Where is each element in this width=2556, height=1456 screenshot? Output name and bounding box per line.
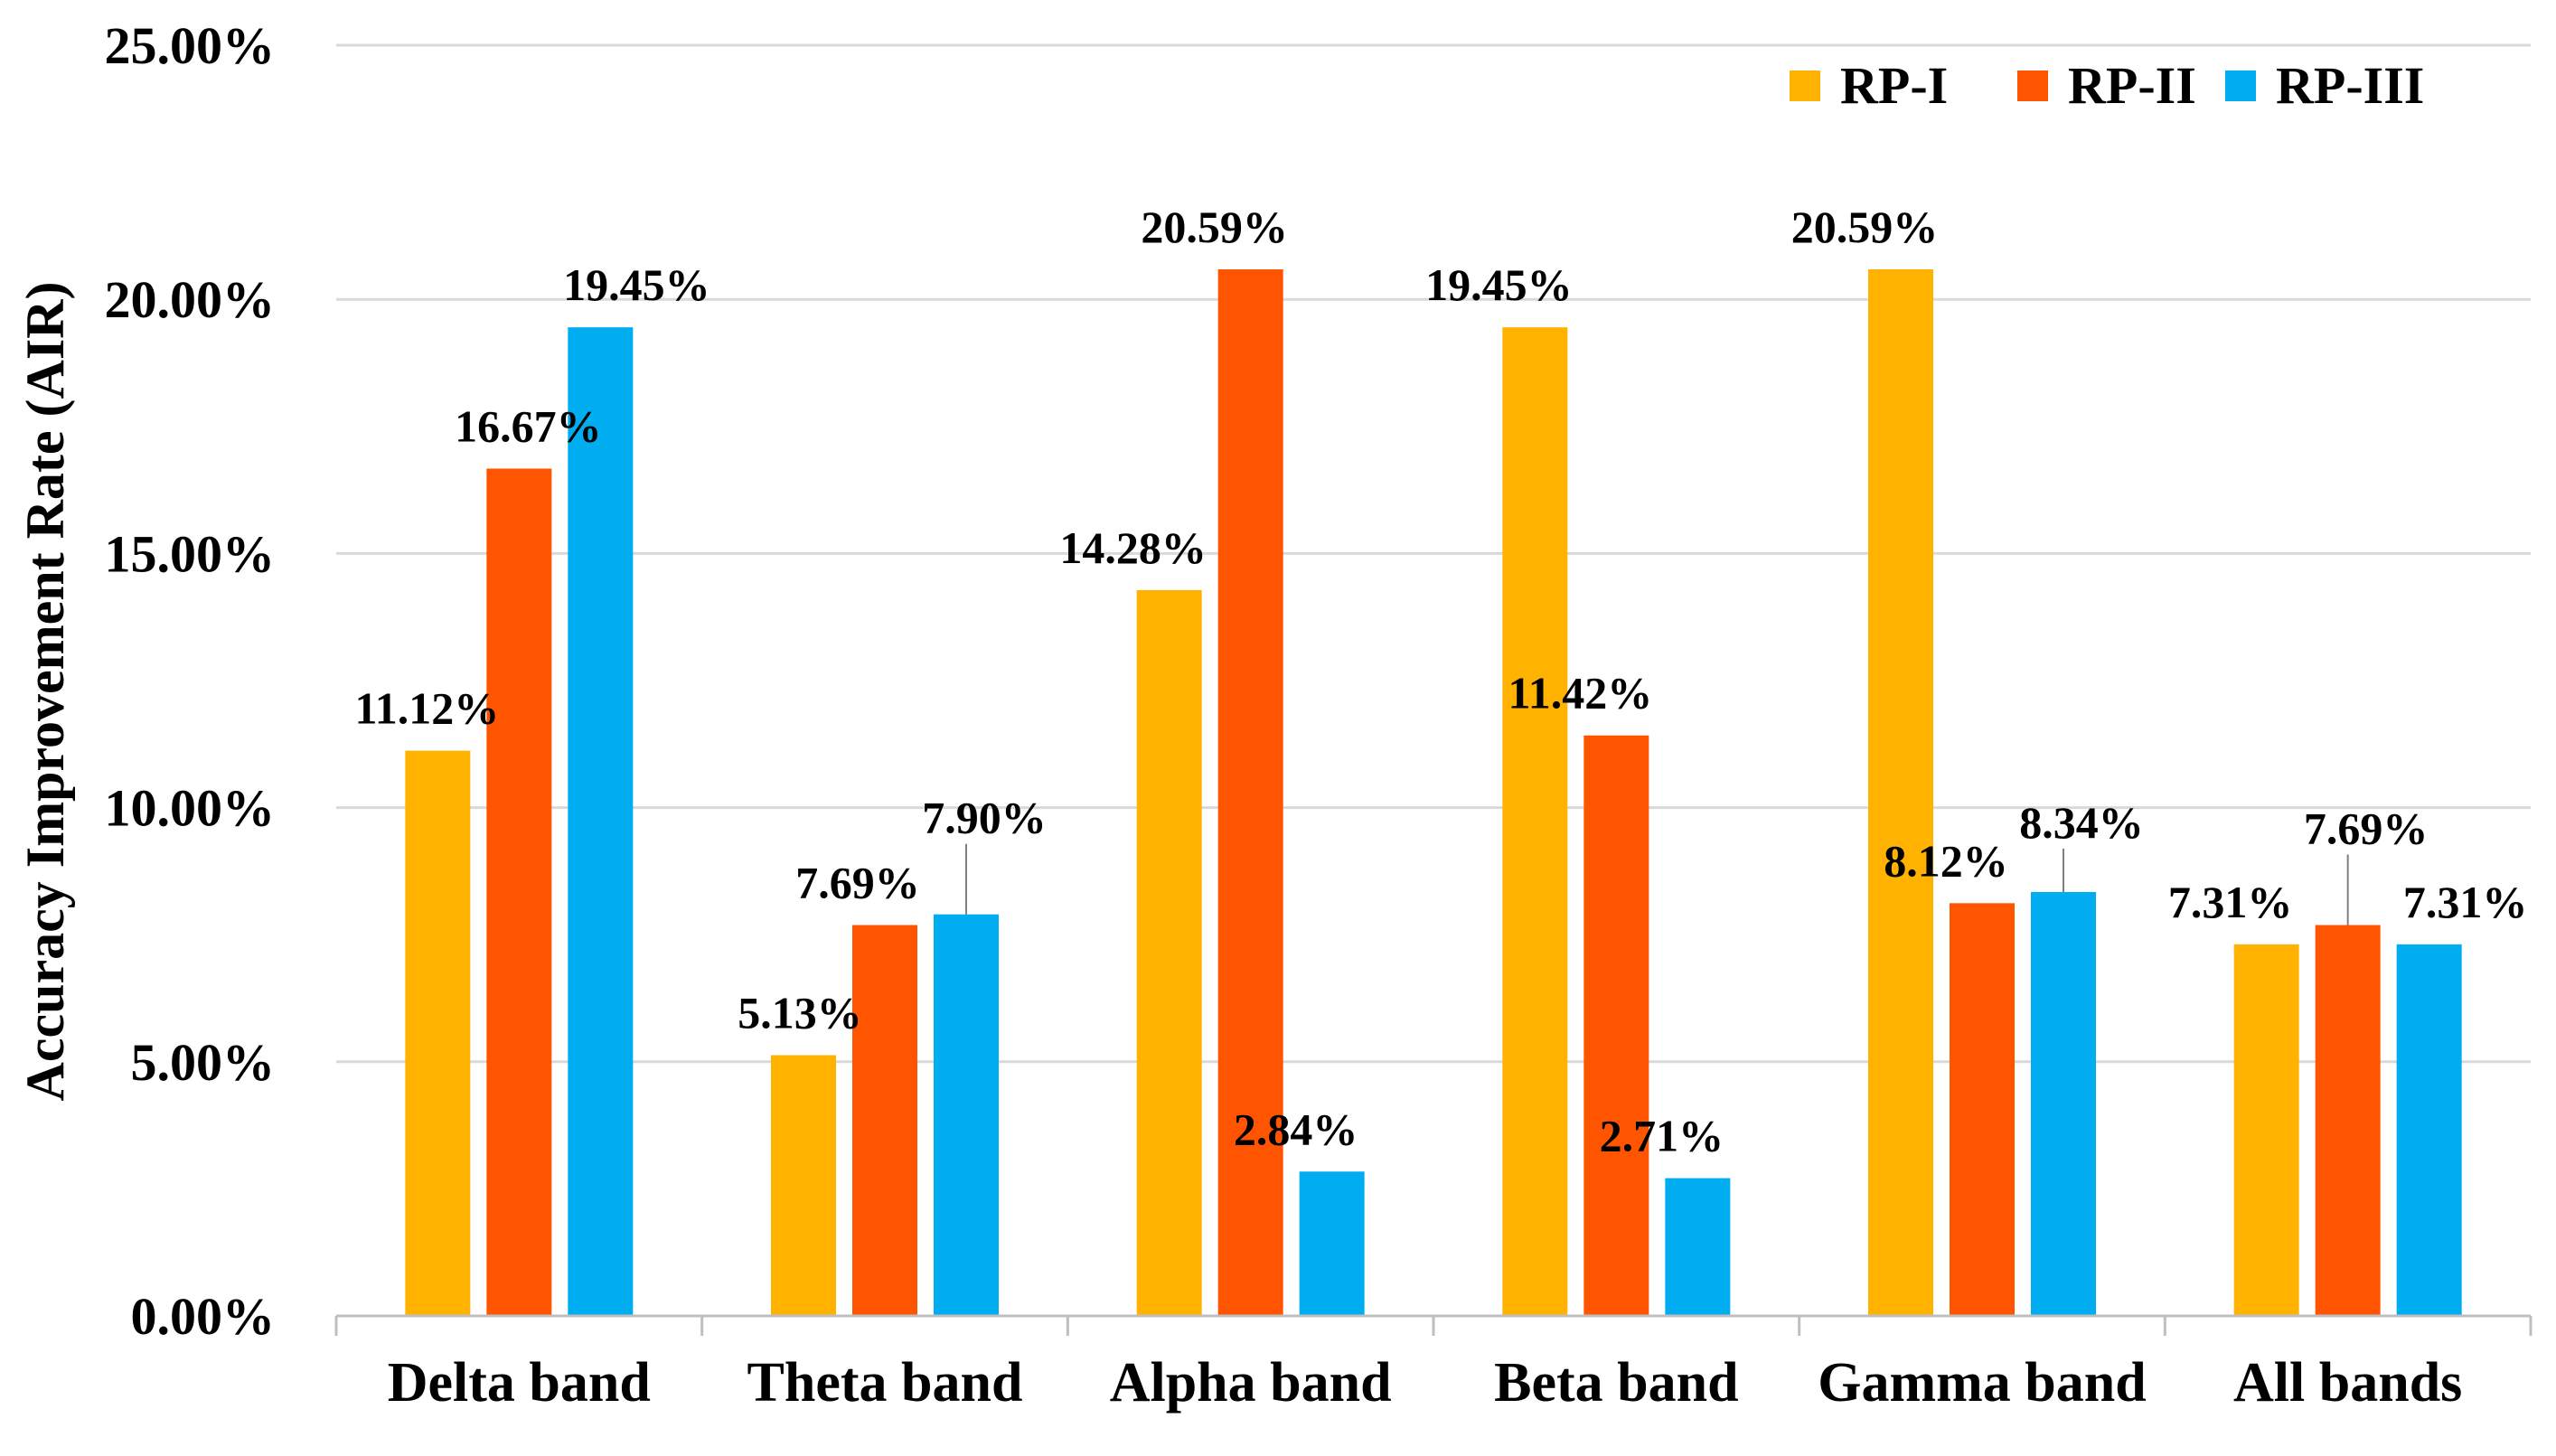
x-tick-label: Alpha band bbox=[1110, 1352, 1392, 1414]
data-label: 20.59% bbox=[1141, 202, 1288, 252]
y-tick-label: 20.00% bbox=[105, 270, 276, 329]
bar-rp-i-delta-band bbox=[405, 750, 471, 1316]
y-tick-label: 0.00% bbox=[131, 1287, 276, 1346]
data-label: 19.45% bbox=[1425, 259, 1573, 310]
bars-layer bbox=[405, 269, 2462, 1317]
y-axis-title: Accuracy Improvement Rate (AIR) bbox=[15, 282, 75, 1102]
data-label: 2.71% bbox=[1600, 1111, 1724, 1161]
axis-layer: 0.00% 5.00% 10.00% 15.00% 20.00% 25.00% Delta … bbox=[15, 16, 2533, 1414]
data-label: 14.28% bbox=[1059, 522, 1207, 573]
data-label: 7.31% bbox=[2168, 877, 2293, 927]
bar-rp-iii-all-bands bbox=[2396, 944, 2462, 1316]
y-tick-label: 15.00% bbox=[105, 524, 276, 583]
bar-rp-ii-alpha-band bbox=[1217, 269, 1283, 1316]
data-label: 2.84% bbox=[1234, 1104, 1358, 1154]
bar-rp-i-theta-band bbox=[771, 1055, 836, 1316]
x-tick-label: Delta band bbox=[388, 1352, 651, 1414]
data-labels-layer: 11.12% 5.13% 14.28% 19.45% 20.59% 7.31% 16.67%… bbox=[354, 202, 2527, 1161]
data-label: 20.59% bbox=[1791, 202, 1939, 252]
bar-rp-iii-delta-band bbox=[568, 327, 634, 1317]
x-tick-label: Beta band bbox=[1494, 1352, 1738, 1414]
data-label: 11.12% bbox=[354, 683, 499, 734]
bar-rp-iii-gamma-band bbox=[2031, 891, 2096, 1316]
data-label: 7.31% bbox=[2403, 877, 2528, 927]
y-tick-label: 5.00% bbox=[131, 1033, 276, 1092]
data-label: 5.13% bbox=[738, 987, 862, 1038]
data-label: 7.69% bbox=[795, 858, 920, 908]
bar-rp-i-beta-band bbox=[1502, 327, 1568, 1317]
legend-swatch-rp-ii bbox=[2017, 70, 2048, 101]
bar-rp-ii-delta-band bbox=[486, 468, 552, 1316]
bar-rp-ii-all-bands bbox=[2315, 925, 2381, 1316]
x-tick-label: Theta band bbox=[747, 1352, 1023, 1414]
data-label: 8.34% bbox=[2019, 797, 2144, 848]
data-label: 8.12% bbox=[1884, 835, 2008, 886]
y-tick-label: 25.00% bbox=[105, 16, 276, 75]
legend-swatch-rp-iii bbox=[2225, 70, 2256, 101]
x-tick-label: All bands bbox=[2233, 1352, 2462, 1414]
bar-rp-iii-alpha-band bbox=[1299, 1171, 1365, 1316]
bar-rp-iii-beta-band bbox=[1665, 1178, 1731, 1316]
data-label: 7.90% bbox=[922, 793, 1047, 843]
grid-layer bbox=[336, 43, 2531, 1064]
bar-rp-i-all-bands bbox=[2233, 944, 2299, 1316]
legend-label-rp-ii: RP-II bbox=[2068, 56, 2196, 115]
data-label: 16.67% bbox=[455, 400, 602, 451]
x-tick-label: Gamma band bbox=[1818, 1352, 2146, 1414]
legend-label-rp-iii: RP-III bbox=[2276, 56, 2424, 115]
data-label: 19.45% bbox=[563, 259, 710, 310]
bar-rp-ii-gamma-band bbox=[1950, 903, 2015, 1316]
y-tick-label: 10.00% bbox=[105, 779, 276, 838]
legend-label-rp-i: RP-I bbox=[1840, 56, 1948, 115]
data-label: 7.69% bbox=[2304, 803, 2429, 854]
bar-rp-ii-beta-band bbox=[1583, 735, 1649, 1316]
legend: RP-I RP-II RP-III bbox=[1790, 56, 2424, 115]
legend-swatch-rp-i bbox=[1790, 70, 1820, 101]
bar-rp-ii-theta-band bbox=[852, 925, 917, 1316]
bar-rp-i-gamma-band bbox=[1868, 269, 1933, 1316]
bar-rp-iii-theta-band bbox=[934, 914, 999, 1316]
bar-rp-i-alpha-band bbox=[1136, 589, 1202, 1316]
data-label: 11.42% bbox=[1508, 668, 1652, 719]
